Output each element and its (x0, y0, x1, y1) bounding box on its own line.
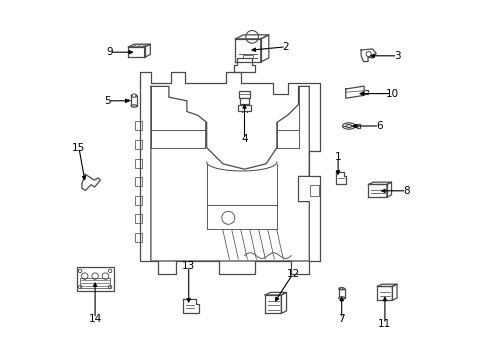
Text: 12: 12 (286, 269, 299, 279)
Bar (80, 278, 110, 288)
Bar (134, 215, 142, 224)
Circle shape (222, 211, 234, 224)
Bar (238, 105, 250, 112)
Text: 11: 11 (378, 319, 391, 329)
Bar (131, 96, 137, 106)
Circle shape (366, 51, 370, 57)
Text: 10: 10 (385, 89, 398, 99)
Text: 1: 1 (334, 152, 341, 162)
Bar (134, 159, 142, 168)
Text: 13: 13 (182, 261, 195, 271)
Circle shape (108, 285, 112, 289)
Bar (134, 233, 142, 242)
Bar (240, 98, 248, 104)
Bar (134, 140, 142, 149)
Bar (134, 196, 142, 205)
Bar (338, 289, 344, 298)
Bar (356, 124, 360, 128)
Bar (134, 177, 142, 186)
Circle shape (108, 269, 112, 273)
Text: 7: 7 (338, 314, 345, 324)
Circle shape (340, 288, 342, 290)
Text: 4: 4 (241, 134, 247, 144)
Text: 14: 14 (88, 314, 102, 324)
Circle shape (245, 31, 258, 43)
Circle shape (78, 285, 81, 289)
Bar (77, 267, 113, 291)
Circle shape (92, 273, 98, 279)
Bar (243, 55, 252, 58)
Text: 2: 2 (282, 42, 288, 52)
Text: 3: 3 (393, 51, 400, 61)
Circle shape (102, 273, 108, 279)
Ellipse shape (131, 94, 137, 97)
Bar (134, 121, 142, 130)
Ellipse shape (342, 123, 354, 129)
Circle shape (81, 273, 88, 279)
Circle shape (78, 269, 81, 273)
Ellipse shape (131, 105, 137, 107)
Text: 8: 8 (403, 186, 409, 196)
Text: 15: 15 (72, 143, 85, 153)
Ellipse shape (338, 288, 344, 290)
Circle shape (132, 94, 136, 97)
Text: 9: 9 (106, 47, 113, 57)
Text: 6: 6 (375, 121, 382, 131)
Text: 5: 5 (104, 96, 111, 106)
Ellipse shape (338, 297, 344, 299)
Bar (239, 91, 249, 98)
Ellipse shape (346, 125, 351, 127)
Bar (309, 185, 319, 196)
